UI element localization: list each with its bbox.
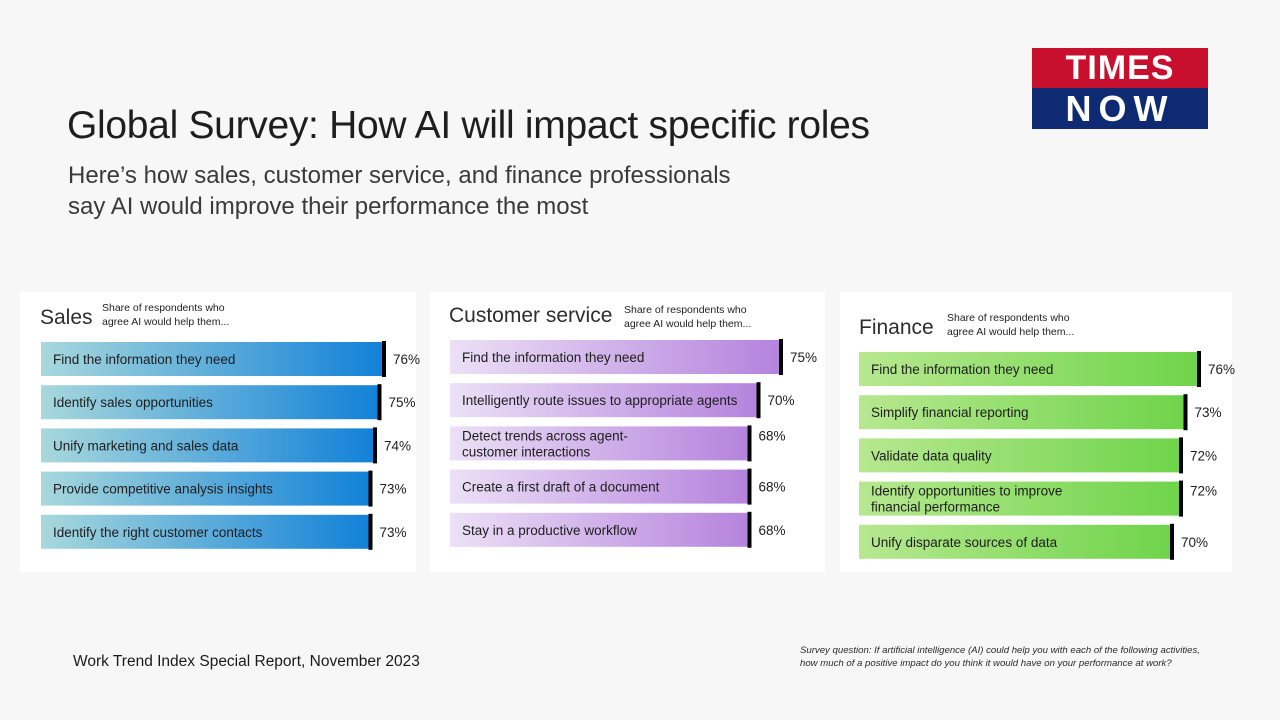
source-note: Work Trend Index Special Report, Novembe…	[73, 653, 420, 670]
finance-bar-label-3: Validate data quality	[871, 448, 992, 463]
customer-service-value-label-5: 68%	[759, 523, 786, 538]
sales-chart-panel: Sales Share of respondents who agree AI …	[20, 292, 420, 572]
sales-bar-2	[41, 385, 379, 420]
customer-service-bar-chart: Find the information they need 75% Intelli…	[450, 339, 817, 548]
customer-service-bar-marker-3	[747, 425, 752, 462]
finance-caption-line-2: agree AI would help them...	[947, 326, 1075, 338]
customer-service-caption-line-1: Share of respondents who	[624, 304, 747, 316]
finance-bar-2	[859, 395, 1185, 430]
sales-bar-label-5: Identify the right customer contacts	[53, 525, 263, 540]
customer-service-bar-marker-2	[756, 382, 761, 419]
sales-value-label-1: 76%	[393, 352, 420, 367]
subtitle-line-2: say AI would improve their performance t…	[68, 193, 589, 220]
finance-value-label-1: 76%	[1208, 362, 1235, 377]
logo-top-text: TIMES	[1032, 48, 1208, 88]
customer-service-value-label-4: 68%	[759, 480, 786, 495]
finance-bar-label-4: Identify opportunities to improve financi…	[871, 484, 1062, 515]
sales-bar-label-4: Provide competitive analysis insights	[53, 482, 273, 497]
sales-bar-marker-1	[382, 341, 386, 377]
customer-service-bar-marker-1	[779, 339, 783, 375]
sales-bar-5	[41, 514, 370, 549]
finance-bar-1	[859, 352, 1198, 386]
customer-service-value-label-3: 68%	[759, 428, 786, 443]
sales-bar-marker-5	[368, 513, 373, 550]
finance-value-label-2: 73%	[1195, 405, 1222, 420]
finance-bar-marker-5	[1170, 523, 1174, 560]
sales-bar-marker-2	[377, 384, 382, 421]
finance-bar-marker-1	[1197, 351, 1201, 387]
sales-bar-marker-3	[373, 427, 377, 464]
sales-bar-4	[41, 471, 370, 506]
customer-service-bar-3	[450, 426, 749, 461]
finance-value-label-5: 70%	[1181, 535, 1208, 550]
finance-value-label-3: 72%	[1190, 448, 1217, 463]
subtitle-line-1: Here’s how sales, customer service, and …	[68, 162, 731, 189]
customer-service-bar-marker-5	[747, 511, 752, 548]
sales-value-label-4: 73%	[380, 482, 407, 497]
survey-question-note: Survey question: If artificial intellige…	[800, 644, 1200, 670]
customer-service-value-label-1: 75%	[790, 350, 817, 365]
sales-value-label-3: 74%	[384, 438, 411, 453]
logo-bottom-text: NOW	[1065, 88, 1175, 129]
customer-service-bar-1	[450, 340, 780, 374]
sales-bar-label-3: Unify marketing and sales data	[53, 438, 239, 453]
survey-question-line-1: Survey question: If artificial intellige…	[800, 645, 1200, 656]
sales-bar-3	[41, 428, 374, 463]
finance-value-label-4: 72%	[1190, 484, 1217, 499]
finance-chart-caption: Share of respondents who agree AI would …	[947, 311, 1074, 339]
finance-bar-3	[859, 438, 1180, 473]
customer-service-bar-2	[450, 383, 758, 418]
customer-service-bar-label-4: Create a first draft of a document	[462, 480, 660, 495]
finance-chart-title: Finance	[859, 316, 934, 339]
sales-bar-chart: Find the information they need 76% Identif…	[41, 341, 420, 550]
customer-service-bar-label-5: Stay in a productive workflow	[462, 523, 637, 538]
customer-service-bar-label-2: Intelligently route issues to appropriat…	[462, 393, 738, 408]
customer-service-value-label-2: 70%	[768, 393, 795, 408]
finance-bar-label-1: Find the information they need	[871, 362, 1053, 377]
customer-service-bar-label-3: Detect trends across agent-customer inte…	[462, 428, 628, 459]
finance-bar-chart: Find the information they need 76% Simplif…	[859, 351, 1235, 560]
sales-bar-1	[41, 342, 383, 376]
finance-bar-marker-4	[1179, 480, 1183, 517]
sales-bar-label-2: Identify sales opportunities	[53, 395, 213, 410]
finance-bar-marker-3	[1179, 437, 1183, 474]
finance-bar-label-2: Simplify financial reporting	[871, 405, 1029, 420]
page-title: Global Survey: How AI will impact specif…	[67, 104, 870, 147]
sales-chart-title: Sales	[40, 306, 93, 329]
finance-caption-line-1: Share of respondents who	[947, 312, 1070, 324]
sales-caption-line-1: Share of respondents who	[102, 302, 225, 314]
sales-caption-line-2: agree AI would help them...	[102, 316, 230, 328]
sales-value-label-5: 73%	[380, 525, 407, 540]
customer-service-bar-label-1: Find the information they need	[462, 350, 644, 365]
survey-question-line-2: how much of a positive impact do you thi…	[800, 658, 1172, 669]
times-now-logo: TIMES NOW	[1032, 48, 1208, 129]
finance-bar-marker-2	[1183, 394, 1188, 431]
finance-bar-4	[859, 481, 1180, 516]
sales-chart-caption: Share of respondents who agree AI would …	[102, 301, 229, 329]
finance-bar-5	[859, 524, 1171, 559]
customer-service-bar-marker-4	[747, 468, 752, 505]
customer-service-chart-panel: Customer service Share of respondents wh…	[430, 292, 825, 572]
sales-bar-marker-4	[368, 470, 373, 507]
customer-service-chart-caption: Share of respondents who agree AI would …	[624, 303, 751, 331]
customer-service-bar-5	[450, 512, 749, 547]
page-subtitle: Here’s how sales, customer service, and …	[68, 160, 788, 222]
finance-bar-label-5: Unify disparate sources of data	[871, 535, 1058, 550]
sales-bar-label-1: Find the information they need	[53, 352, 235, 367]
customer-service-chart-title: Customer service	[449, 304, 613, 327]
customer-service-caption-line-2: agree AI would help them...	[624, 318, 752, 330]
customer-service-bar-4	[450, 469, 749, 504]
sales-value-label-2: 75%	[389, 395, 416, 410]
finance-chart-panel: Finance Share of respondents who agree A…	[840, 292, 1235, 572]
